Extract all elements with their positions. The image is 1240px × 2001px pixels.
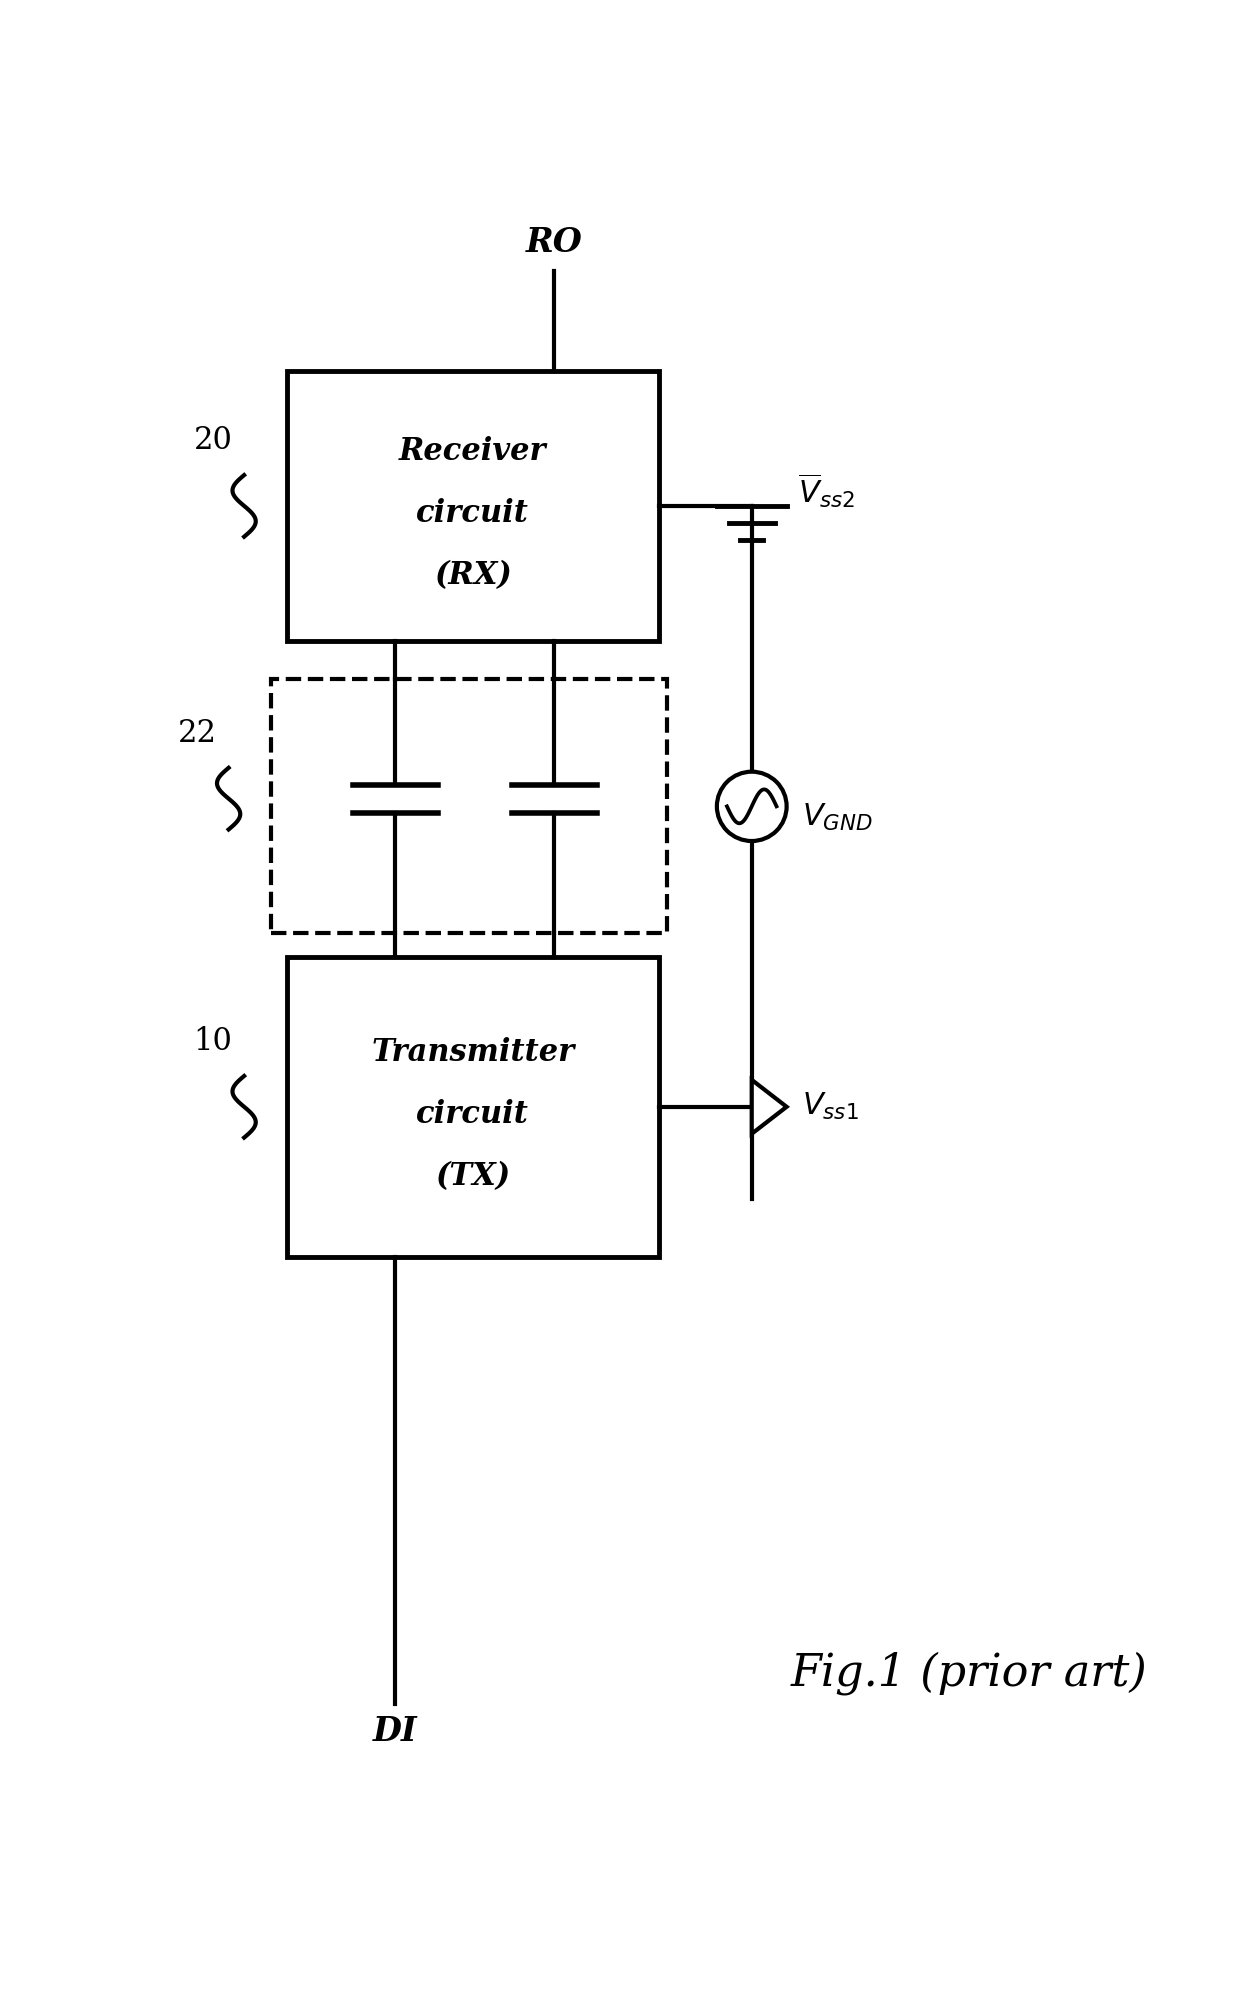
Text: circuit: circuit [417,1099,529,1131]
Text: 20: 20 [193,424,233,456]
Circle shape [717,772,786,840]
Text: circuit: circuit [417,498,529,528]
Text: DI: DI [373,1715,418,1749]
Bar [272,678,667,932]
Bar [286,370,658,640]
Polygon shape [751,1081,786,1135]
Text: 22: 22 [179,718,217,748]
Text: (TX): (TX) [435,1161,511,1193]
Text: RO: RO [526,226,583,260]
Text: Transmitter: Transmitter [371,1037,574,1069]
Text: $\overline{V}_{ss2}$: $\overline{V}_{ss2}$ [799,470,856,510]
Text: Receiver: Receiver [399,436,547,468]
Text: Fig.1 (prior art): Fig.1 (prior art) [790,1651,1147,1695]
Text: (RX): (RX) [434,560,512,590]
Text: $V_{ss1}$: $V_{ss1}$ [802,1091,859,1123]
Text: 10: 10 [193,1027,233,1057]
Text: $V_{GND}$: $V_{GND}$ [802,802,873,834]
Bar [286,956,658,1257]
